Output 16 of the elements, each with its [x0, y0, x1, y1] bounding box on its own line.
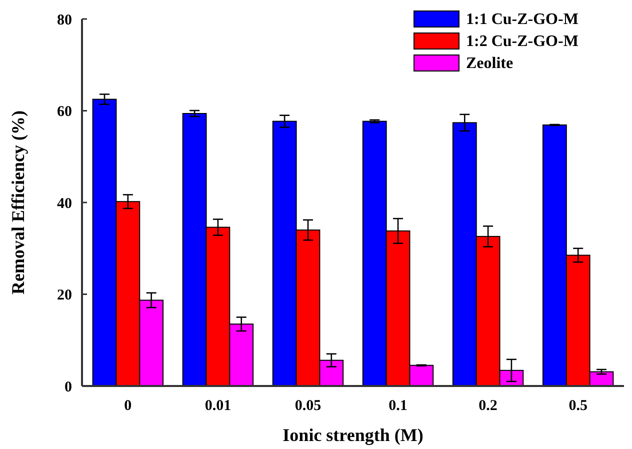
- y-tick-label: 40: [57, 196, 72, 212]
- y-axis-title: Removal Efficiency (%): [8, 110, 28, 294]
- x-tick-label: 0.2: [478, 398, 498, 414]
- x-tick-label: 0: [124, 398, 132, 414]
- y-tick-label: 60: [57, 104, 72, 120]
- y-tick-label: 20: [57, 288, 72, 304]
- legend-label: 1:1 Cu-Z-GO-M: [466, 11, 578, 28]
- legend-label: Zeolite: [466, 55, 514, 72]
- x-tick-label: 0.05: [294, 398, 322, 414]
- x-tick-label: 0.1: [388, 398, 408, 414]
- x-axis-title: Ionic strength (M): [282, 425, 424, 445]
- y-tick-label: 0: [64, 379, 72, 396]
- x-tick-label: 0.5: [568, 398, 588, 414]
- x-tick-label: 0.01: [204, 398, 232, 414]
- y-tick-label: 80: [57, 12, 72, 28]
- legend-label: 1:2 Cu-Z-GO-M: [466, 33, 578, 50]
